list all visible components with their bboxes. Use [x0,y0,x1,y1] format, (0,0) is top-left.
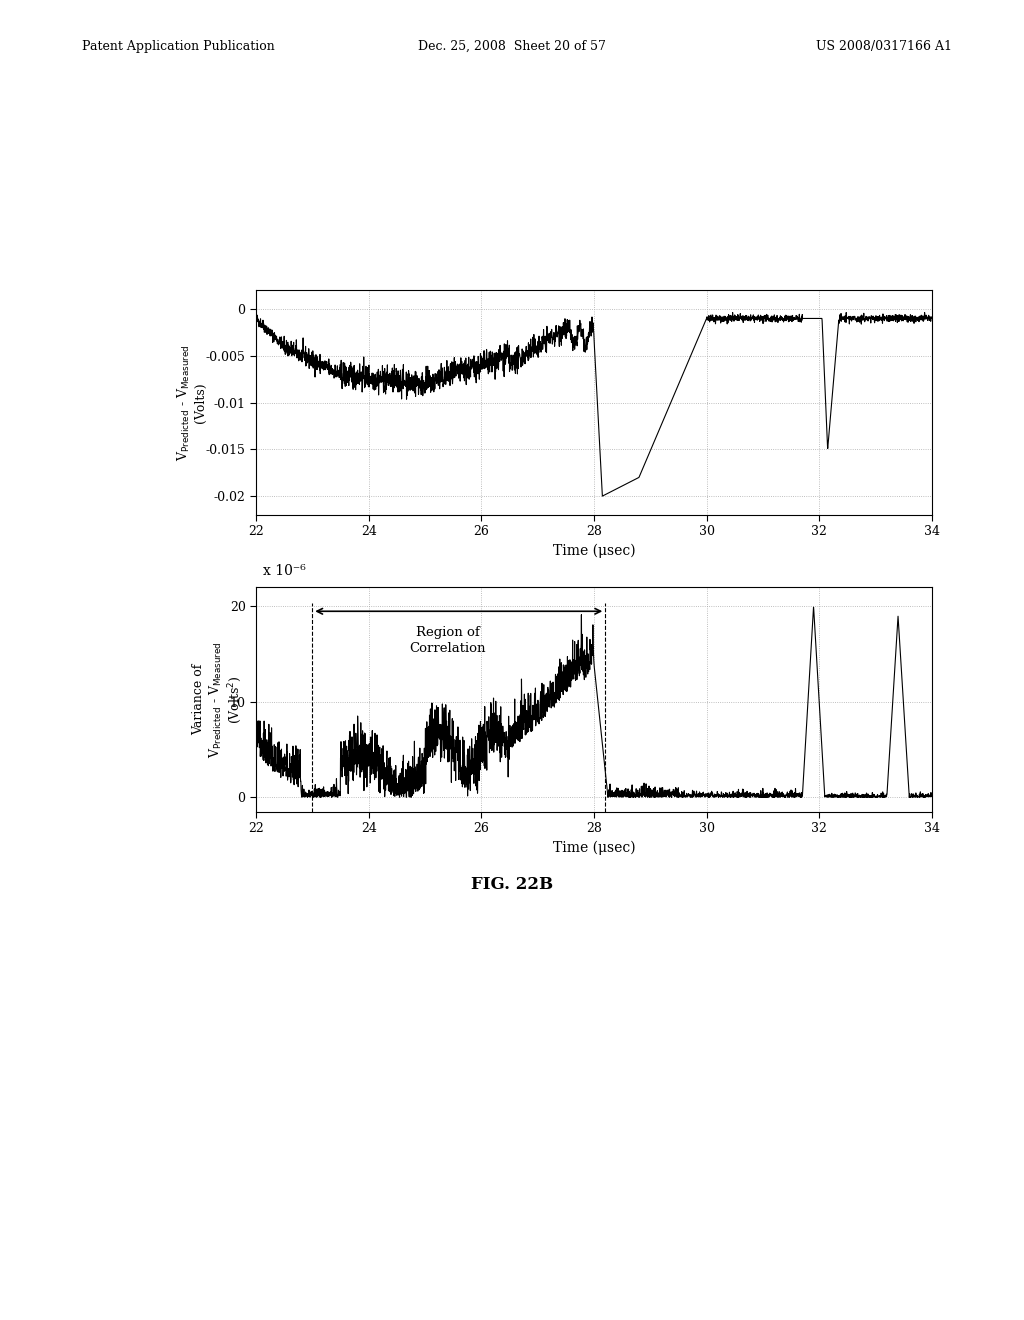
Text: Patent Application Publication: Patent Application Publication [82,40,274,53]
Text: US 2008/0317166 A1: US 2008/0317166 A1 [816,40,952,53]
Y-axis label: Variance of
V$_{\mathrm{Predicted}}$ - V$_{\mathrm{Measured}}$
(Volts$^2$): Variance of V$_{\mathrm{Predicted}}$ - V… [193,642,245,758]
Text: Region of
Correlation: Region of Correlation [410,626,485,655]
Text: FIG. 22B: FIG. 22B [471,876,553,892]
Text: x 10⁻⁶: x 10⁻⁶ [263,565,305,578]
X-axis label: Time (μsec): Time (μsec) [553,544,635,558]
Y-axis label: V$_{\mathrm{Predicted}}$ - V$_{\mathrm{Measured}}$
(Volts): V$_{\mathrm{Predicted}}$ - V$_{\mathrm{M… [176,345,208,461]
Text: Dec. 25, 2008  Sheet 20 of 57: Dec. 25, 2008 Sheet 20 of 57 [418,40,606,53]
X-axis label: Time (μsec): Time (μsec) [553,841,635,855]
